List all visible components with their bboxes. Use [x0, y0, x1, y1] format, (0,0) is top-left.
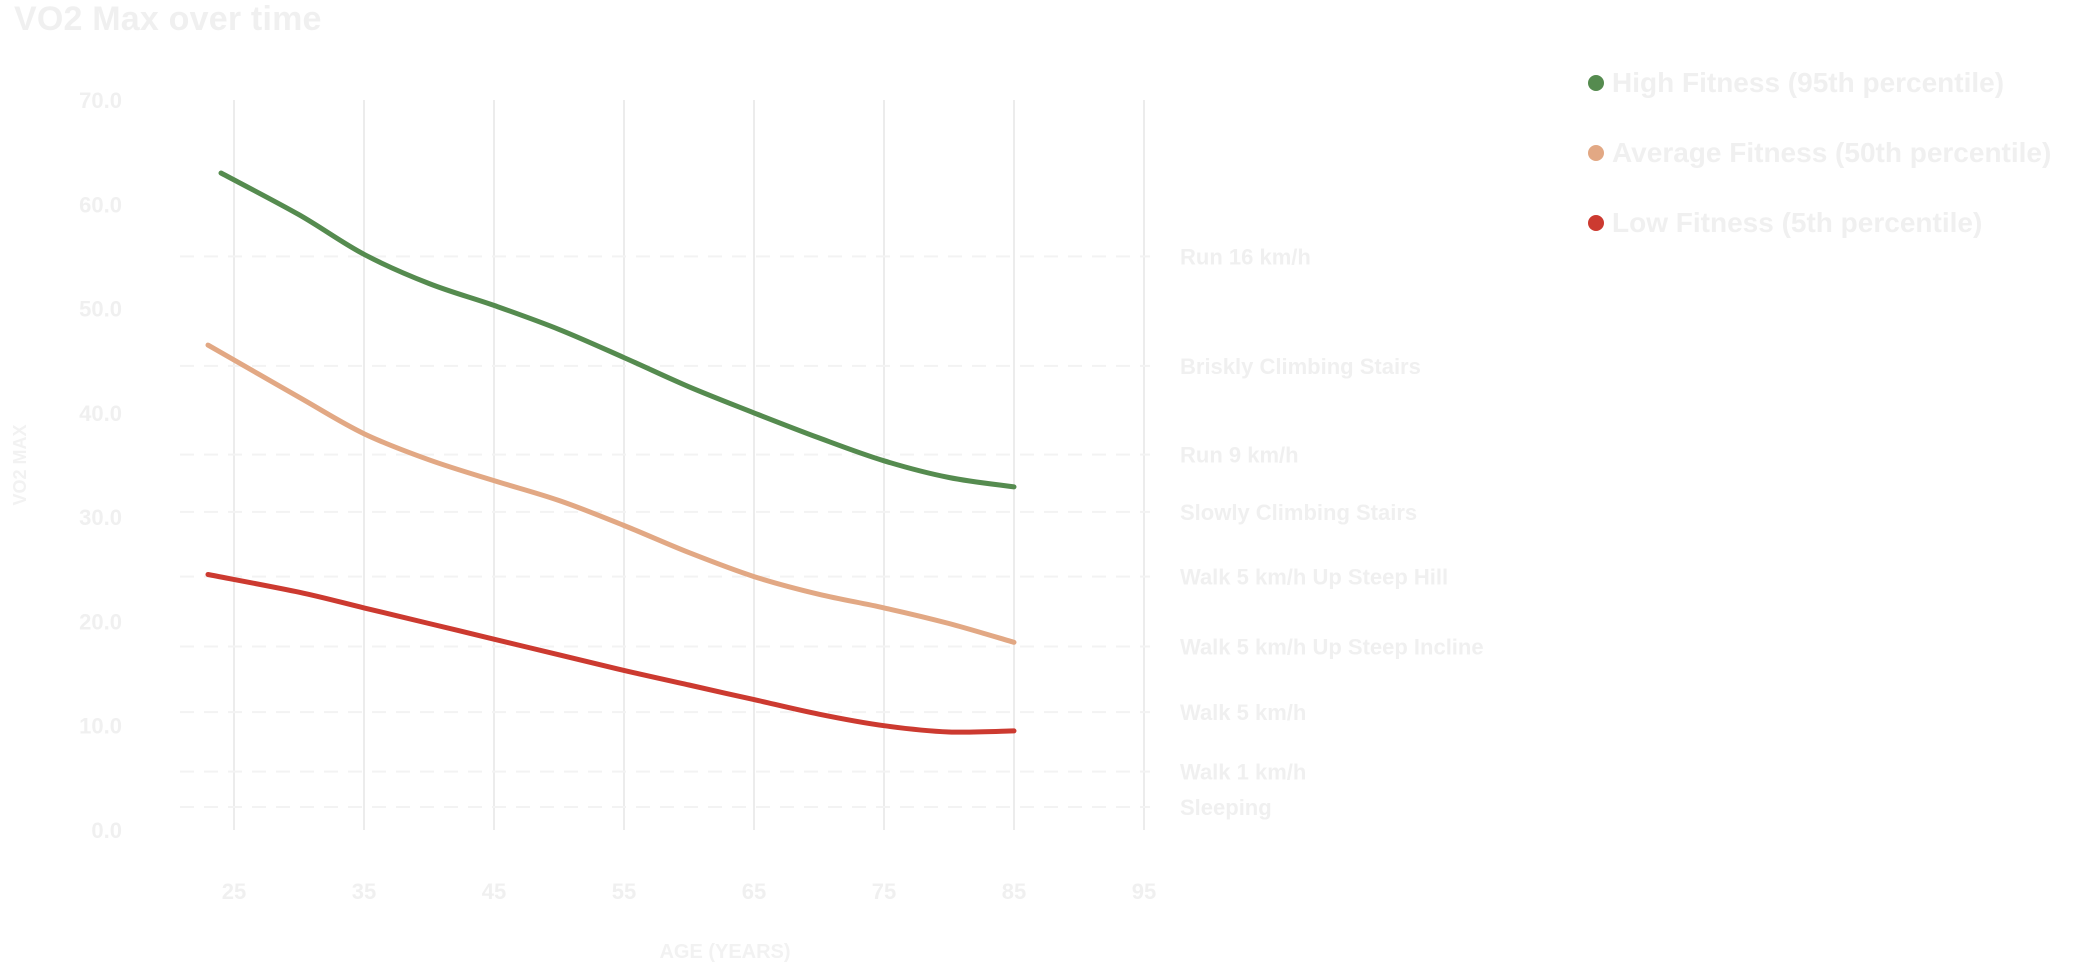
gridlines — [233, 100, 1145, 830]
x-tick-label: 45 — [482, 879, 506, 904]
chart-title: VO2 Max over time — [14, 0, 322, 38]
x-axis-ticks: 25 35 45 55 65 75 85 95 — [222, 879, 1156, 904]
reference-line-label: Walk 1 km/h — [1180, 760, 1306, 785]
x-tick-label: 65 — [742, 879, 766, 904]
y-axis-ticks: 0.0 10.0 20.0 30.0 40.0 50.0 60.0 70.0 — [79, 88, 122, 843]
series-line-1 — [205, 342, 1017, 645]
y-tick-label: 50.0 — [79, 297, 122, 322]
y-tick-label: 20.0 — [79, 609, 122, 634]
legend: High Fitness (95th percentile) Average Fi… — [1588, 48, 2051, 258]
series-lines — [205, 170, 1017, 735]
y-tick-label: 40.0 — [79, 401, 122, 426]
x-tick-label: 75 — [872, 879, 896, 904]
legend-swatch — [1588, 215, 1604, 231]
series-line-2 — [205, 572, 1017, 735]
x-tick-label: 25 — [222, 879, 246, 904]
reference-line-label: Run 9 km/h — [1180, 443, 1299, 468]
x-tick-label: 55 — [612, 879, 636, 904]
legend-swatch — [1588, 145, 1604, 161]
legend-item[interactable]: High Fitness (95th percentile) — [1588, 48, 2051, 118]
legend-label: Low Fitness (5th percentile) — [1612, 207, 1983, 238]
x-tick-label: 35 — [352, 879, 376, 904]
legend-item[interactable]: Average Fitness (50th percentile) — [1588, 118, 2051, 188]
legend-label: High Fitness (95th percentile) — [1612, 67, 2005, 98]
series-line-0 — [218, 170, 1017, 490]
reference-line-label: Walk 5 km/h Up Steep Incline — [1180, 634, 1484, 659]
y-axis-label: VO2 MAX — [10, 424, 30, 505]
y-tick-label: 0.0 — [91, 818, 122, 843]
reference-line-label: Run 16 km/h — [1180, 244, 1311, 269]
reference-line-label: Briskly Climbing Stairs — [1180, 354, 1421, 379]
legend-item[interactable]: Low Fitness (5th percentile) — [1588, 188, 2051, 258]
reference-line-label: Walk 5 km/h Up Steep Hill — [1180, 565, 1448, 590]
y-tick-label: 10.0 — [79, 714, 122, 739]
x-tick-label: 95 — [1132, 879, 1156, 904]
x-tick-label: 85 — [1002, 879, 1026, 904]
reference-line-label: Slowly Climbing Stairs — [1180, 500, 1417, 525]
vo2-max-chart: Run 16 km/h Briskly Climbing Stairs Run 9 … — [10, 88, 1484, 963]
reference-lines: Run 16 km/h Briskly Climbing Stairs Run 9 … — [180, 244, 1484, 820]
x-axis-label: AGE (YEARS) — [659, 941, 790, 963]
reference-line-label: Walk 5 km/h — [1180, 700, 1306, 725]
legend-swatch — [1588, 75, 1604, 91]
legend-label: Average Fitness (50th percentile) — [1612, 137, 2052, 168]
reference-line-label: Sleeping — [1180, 795, 1272, 820]
y-tick-label: 70.0 — [79, 88, 122, 113]
y-tick-label: 60.0 — [79, 192, 122, 217]
y-tick-label: 30.0 — [79, 505, 122, 530]
